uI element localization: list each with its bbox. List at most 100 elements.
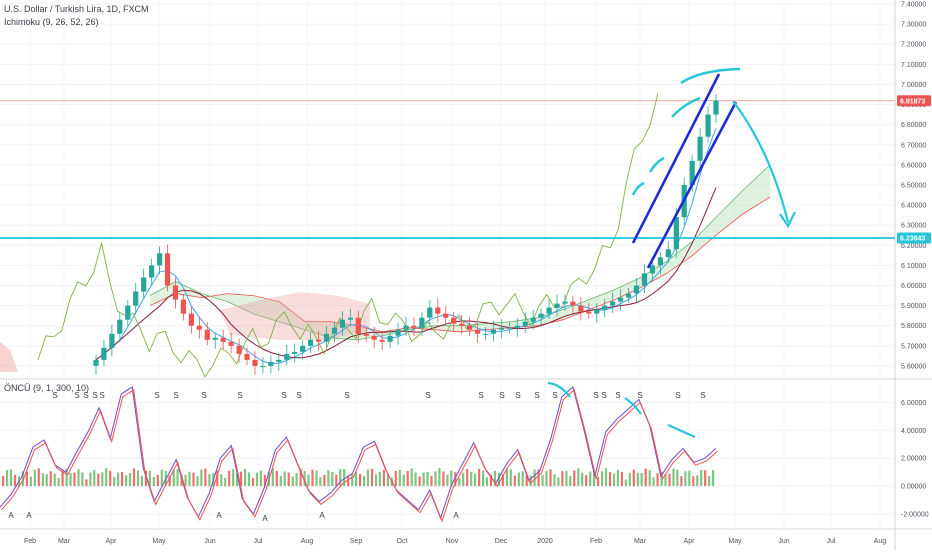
osc-histogram-bar bbox=[117, 472, 120, 487]
osc-histogram-bar bbox=[489, 474, 493, 487]
candle-body bbox=[387, 335, 393, 342]
osc-histogram-bar bbox=[628, 472, 631, 487]
osc-histogram-bar bbox=[712, 470, 715, 487]
osc-histogram-bar bbox=[128, 473, 132, 487]
symbol-title: U.S. Dollar / Turkish Lira, 1D, FXCM bbox=[4, 4, 149, 14]
candle-body bbox=[419, 317, 425, 328]
osc-histogram-bar bbox=[355, 471, 358, 487]
osc-histogram-bar bbox=[97, 473, 100, 487]
osc-histogram-bar bbox=[327, 470, 330, 487]
ichimoku-cloud-bearish-left bbox=[0, 342, 18, 372]
osc-tick-label: 0.00000 bbox=[901, 484, 926, 491]
osc-histogram-bar bbox=[589, 471, 592, 487]
osc-histogram-bar bbox=[335, 474, 338, 487]
osc-histogram-bar bbox=[152, 477, 155, 487]
time-tick-label: Nov bbox=[446, 538, 459, 545]
time-tick-label: Feb bbox=[24, 538, 36, 545]
candle-body bbox=[506, 327, 512, 329]
osc-histogram-bar bbox=[509, 469, 512, 487]
candle-body bbox=[673, 217, 679, 250]
osc-histogram-bar bbox=[632, 469, 635, 487]
price-tick-label: 5.90000 bbox=[901, 303, 926, 310]
time-tick-label: May bbox=[728, 538, 742, 545]
price-tick-label: 6.40000 bbox=[901, 203, 926, 210]
sell-signal-marker: S bbox=[154, 391, 159, 400]
time-tick-label: Sep bbox=[350, 538, 363, 545]
candle-body bbox=[618, 297, 624, 302]
price-badge-label: 6.91873 bbox=[900, 98, 925, 105]
chikou-span-line bbox=[37, 93, 659, 378]
candle-body bbox=[180, 299, 186, 314]
osc-histogram-bar bbox=[470, 471, 473, 487]
osc-histogram-bar bbox=[370, 468, 374, 487]
osc-histogram-bar bbox=[513, 475, 516, 487]
candle-body bbox=[641, 273, 648, 286]
osc-peak-arc bbox=[547, 381, 571, 398]
sell-signal-marker: S bbox=[173, 391, 178, 400]
osc-histogram-bar bbox=[275, 471, 278, 487]
candle-body bbox=[403, 325, 409, 330]
osc-histogram-bar bbox=[188, 471, 191, 487]
osc-histogram-bar bbox=[382, 469, 385, 487]
osc-histogram-bar bbox=[597, 477, 600, 487]
price-tick-label: 6.80000 bbox=[901, 122, 926, 129]
candle-body bbox=[705, 114, 711, 137]
price-tick-label: 6.30000 bbox=[901, 223, 926, 230]
candle-body bbox=[244, 353, 250, 360]
osc-histogram-bar bbox=[561, 471, 564, 487]
candle-body bbox=[395, 329, 401, 336]
candle-body bbox=[109, 333, 115, 348]
osc-histogram-bar bbox=[525, 475, 528, 487]
osc-histogram-bar bbox=[549, 469, 552, 487]
resistance-arc bbox=[631, 181, 645, 196]
candle-body bbox=[300, 345, 306, 352]
osc-histogram-bar bbox=[109, 470, 112, 487]
osc-histogram-bar bbox=[664, 474, 667, 487]
osc-histogram-bar bbox=[232, 469, 235, 487]
price-badge-label: 6.23643 bbox=[900, 235, 925, 242]
osc-histogram-bar bbox=[101, 472, 104, 487]
osc-histogram-bar bbox=[537, 469, 540, 487]
time-tick-label: Dec bbox=[495, 538, 508, 545]
osc-histogram-bar bbox=[13, 474, 17, 487]
candle-body bbox=[117, 319, 123, 334]
buy-signal-marker: A bbox=[319, 511, 325, 520]
osc-histogram-bar bbox=[497, 473, 500, 487]
osc-histogram-bar bbox=[331, 471, 334, 487]
osc-histogram-bar bbox=[577, 468, 580, 487]
time-tick-label: Feb bbox=[590, 538, 602, 545]
projection-arrow-head bbox=[779, 211, 796, 229]
osc-histogram-bar bbox=[319, 477, 322, 487]
osc-histogram-bar bbox=[287, 472, 290, 487]
candle-body bbox=[308, 339, 314, 346]
candle-body bbox=[602, 305, 608, 310]
osc-histogram-bar bbox=[271, 468, 274, 487]
osc-histogram-bar bbox=[422, 472, 425, 487]
candle-body bbox=[149, 265, 155, 278]
candle-body bbox=[474, 329, 481, 334]
osc-histogram-bar bbox=[132, 468, 136, 487]
buy-signal-marker: A bbox=[453, 511, 459, 520]
osc-histogram-bar bbox=[247, 472, 251, 487]
osc-histogram-bar bbox=[184, 474, 187, 487]
candle-body bbox=[157, 253, 163, 266]
osc-histogram-bar bbox=[255, 472, 259, 487]
price-tick-label: 6.70000 bbox=[901, 142, 926, 149]
osc-histogram-bar bbox=[216, 470, 219, 487]
osc-histogram-bar bbox=[482, 470, 485, 487]
osc-histogram-bar bbox=[148, 470, 151, 487]
candle-body bbox=[689, 160, 695, 185]
candle-body bbox=[252, 359, 258, 366]
candle-body bbox=[594, 309, 600, 314]
osc-histogram-bar bbox=[446, 474, 449, 487]
osc-histogram-bar bbox=[25, 471, 28, 487]
osc-histogram-bar bbox=[668, 473, 671, 487]
candle-body bbox=[451, 317, 457, 324]
osc-histogram-bar bbox=[450, 470, 453, 487]
time-tick-label: Apr bbox=[106, 538, 118, 545]
osc-histogram-bar bbox=[608, 472, 612, 487]
candle-body bbox=[133, 291, 139, 306]
candle-body bbox=[347, 317, 353, 320]
